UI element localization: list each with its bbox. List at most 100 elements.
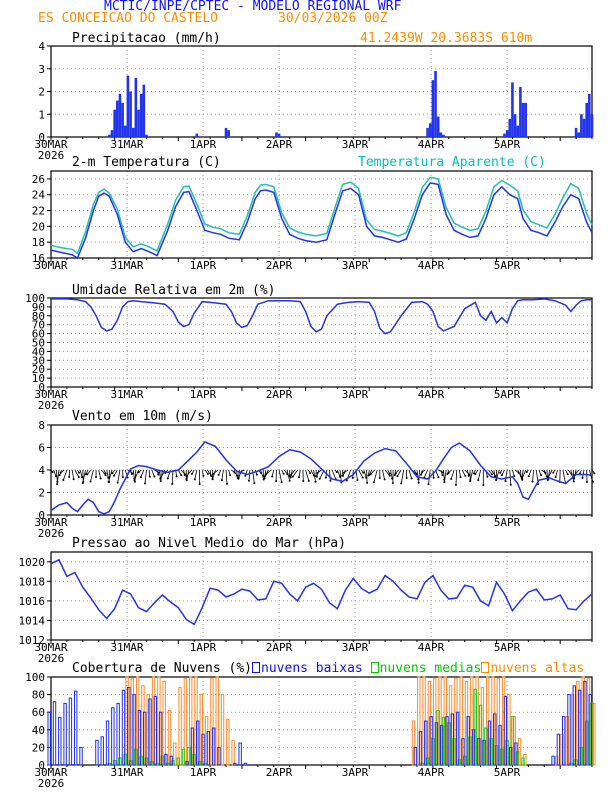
cloud-mid-bar (112, 760, 117, 766)
cloud-mid-bar (431, 738, 435, 766)
pressure-line-0 (50, 558, 593, 626)
wind-barb-head (180, 474, 183, 477)
wind-barb-head (482, 483, 485, 486)
wind-barb (56, 469, 60, 485)
wind-barb-head (51, 471, 54, 473)
cloud-mid-bar (171, 760, 175, 766)
precip-xtick-label: 30MAR (34, 138, 67, 151)
wind-xtick-label: 3APR (342, 516, 369, 529)
cloud-low-bar (461, 738, 465, 766)
wind-barb-head (137, 471, 140, 474)
wind-barb-head (255, 473, 258, 476)
cloud-low-bar (63, 702, 67, 766)
wind-barb (532, 469, 535, 482)
wind-barb-head (469, 480, 472, 483)
cloud-low-bar (588, 694, 592, 766)
pressure-xtick-label: 30MAR (34, 641, 67, 654)
precip-bar (275, 132, 278, 137)
wind-barb (82, 469, 86, 484)
precip-bar (503, 133, 506, 137)
clouds-ytick-label: 20 (32, 741, 45, 754)
precip-bar (129, 91, 132, 137)
wind-barb-head (157, 473, 160, 476)
pressure-title: Pressao ao Nivel Medio do Mar (hPa) (72, 536, 346, 551)
cloud-low-bar (429, 716, 433, 766)
cloud-high-bar (459, 676, 463, 766)
cloud-low-bar (439, 724, 444, 766)
temp-xtick-label: 2APR (266, 259, 293, 272)
wind-barb (390, 469, 393, 479)
chart-title: MCTIC/INPE/CPTEC - MODELO REGIONAL WRF (104, 0, 402, 14)
rh-ytick-label: 10 (32, 372, 45, 385)
wind-barb (512, 469, 515, 477)
wind-barb-head (581, 476, 584, 479)
precip-title: Precipitacao (mm/h) (72, 31, 221, 46)
wind-barb-head (369, 473, 372, 476)
wind-barb-head (289, 476, 292, 479)
cloud-mid-bar (489, 738, 493, 766)
wind-barb-head (495, 479, 498, 482)
wind-barb-head (95, 475, 98, 478)
wind-barb-head (59, 471, 62, 474)
clouds-xtick-label: 2APR (266, 766, 293, 779)
cloud-low-bar (68, 697, 73, 766)
rh-ytick-label: 20 (32, 363, 45, 376)
rh-ytick-label: 60 (32, 328, 45, 341)
wind-barb (366, 469, 368, 483)
cloud-high-bar (475, 676, 479, 766)
cloud-high-bar (470, 676, 474, 766)
cloud-mid-bar (510, 716, 515, 766)
location-name: ES CONCEICAO DO CASTELO (38, 11, 219, 26)
cloud-low-bar (434, 722, 439, 766)
rh-title: Umidade Relativa em 2m (%) (72, 283, 276, 298)
cloud-low-bar (158, 711, 163, 766)
clouds-xtick-label: 1APR (190, 766, 217, 779)
cloud-high-bar (554, 755, 559, 766)
cloud-low-bar (508, 746, 513, 766)
cloud-high-bar (226, 718, 230, 766)
wind-barb (186, 469, 192, 477)
cloud-high-bar (135, 676, 140, 766)
cloud-high-bar (204, 716, 209, 766)
cloud-low-bar (551, 755, 555, 766)
wind-barb-head (366, 481, 369, 484)
temp-xtick-label: 3APR (342, 259, 369, 272)
cloud-low-bar (418, 731, 423, 766)
cloud-low-bar (116, 702, 120, 766)
cloud-high-bar (443, 676, 447, 766)
cloud-high-bar (178, 687, 182, 766)
wind-barb (290, 469, 296, 476)
cloud-high-bar (432, 678, 437, 766)
rh-xtick-label: 30MAR (34, 388, 67, 401)
clouds-year-label: 2026 (38, 777, 65, 790)
wind-barb (248, 469, 251, 481)
legend-low-label: nuvens baixas (261, 661, 363, 676)
wind-barb-head (486, 475, 489, 478)
wind-barb-head (356, 479, 359, 482)
cloud-high-bar (454, 678, 458, 766)
wind-barb (144, 469, 147, 484)
wind-barb-head (113, 474, 116, 477)
precip-xtick-label: 4APR (418, 138, 445, 151)
cloud-low-bar (169, 755, 173, 766)
clouds-ytick-label: 40 (32, 724, 45, 737)
precip-bar (195, 133, 199, 137)
wind-barb (171, 469, 174, 484)
wind-barb-head (527, 475, 530, 478)
wind-barb (106, 469, 109, 478)
wind-barb-head (420, 473, 423, 476)
cloud-high-bar (491, 676, 495, 766)
rh-ytick-label: 90 (32, 301, 45, 314)
cloud-high-bar (507, 694, 511, 766)
wind-barb-head (288, 479, 291, 482)
cloud-low-bar (413, 746, 417, 766)
wind-barb (221, 469, 224, 481)
temp-xtick-label: 4APR (418, 259, 445, 272)
cloud-high-bar (151, 676, 156, 766)
cloud-low-bar (450, 713, 454, 766)
wind-barb-head (217, 473, 220, 476)
pressure-xtick-label: 3APR (342, 641, 369, 654)
legend-mid-label: nuvens medias (379, 661, 482, 676)
wind-barb (416, 469, 419, 480)
